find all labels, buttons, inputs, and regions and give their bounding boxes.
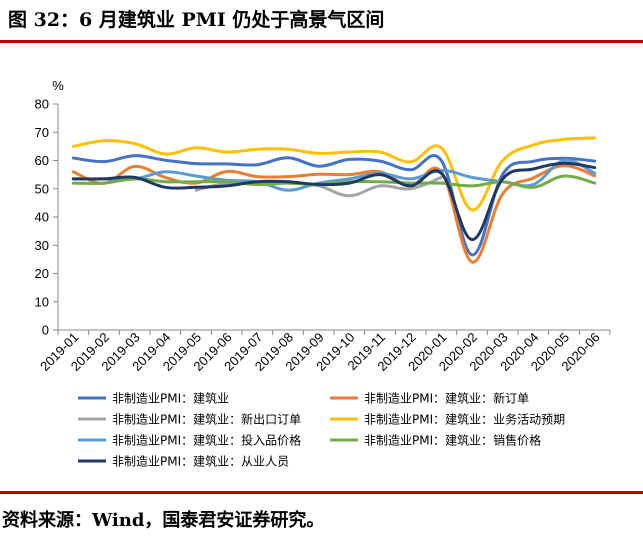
legend-label-5: 非制造业PMI：建筑业：投入品价格 <box>112 433 301 448</box>
title-rule <box>0 40 643 43</box>
series-line-1 <box>71 154 597 257</box>
legend-label-2: 非制造业PMI：建筑业：新订单 <box>364 391 529 406</box>
y-tick-label: 20 <box>35 266 49 281</box>
y-tick-label: 70 <box>35 125 49 140</box>
y-tick-label: 60 <box>35 153 49 168</box>
legend-label-3: 非制造业PMI：建筑业：新出口订单 <box>112 412 301 427</box>
y-tick-label: 40 <box>35 210 49 225</box>
y-tick-label: 50 <box>35 181 49 196</box>
legend-label-1: 非制造业PMI：建筑业 <box>112 391 229 406</box>
source-rule <box>0 491 643 494</box>
y-tick-label: 10 <box>35 294 49 309</box>
y-tick-label: 0 <box>42 323 49 338</box>
source-note: 资料来源：Wind，国泰君安证券研究。 <box>2 510 325 531</box>
series-line-4 <box>71 136 597 212</box>
y-axis-unit-label: % <box>52 78 64 93</box>
legend-label-7: 非制造业PMI：建筑业：从业人员 <box>112 454 289 469</box>
y-tick-label: 80 <box>35 97 49 112</box>
chart-title: 图 32：6 月建筑业 PMI 仍处于高景气区间 <box>8 9 385 31</box>
series-line-2 <box>71 164 597 264</box>
series-line-7 <box>71 161 597 242</box>
y-tick-label: 30 <box>35 238 49 253</box>
legend-label-4: 非制造业PMI：建筑业：业务活动预期 <box>364 412 565 427</box>
line-chart: %010203040506070802019-012019-022019-032… <box>35 78 611 469</box>
legend-label-6: 非制造业PMI：建筑业：销售价格 <box>364 433 541 448</box>
